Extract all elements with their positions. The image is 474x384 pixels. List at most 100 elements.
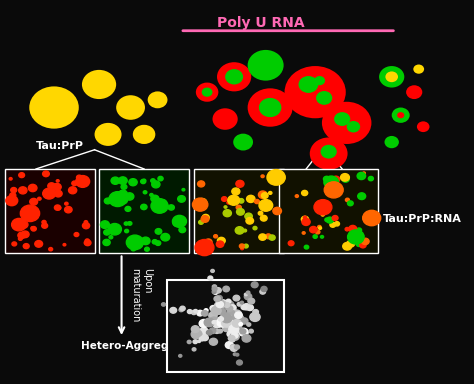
Circle shape <box>316 91 332 105</box>
Circle shape <box>69 187 77 194</box>
Circle shape <box>218 329 222 333</box>
Circle shape <box>125 229 128 233</box>
Circle shape <box>236 353 239 356</box>
Circle shape <box>31 227 34 229</box>
Circle shape <box>109 192 127 207</box>
Circle shape <box>229 325 239 334</box>
Circle shape <box>212 290 216 293</box>
Circle shape <box>141 204 147 210</box>
Circle shape <box>224 301 234 310</box>
Circle shape <box>115 197 122 202</box>
Circle shape <box>207 330 212 335</box>
Circle shape <box>173 219 182 227</box>
Circle shape <box>118 177 127 184</box>
Circle shape <box>53 184 61 190</box>
Circle shape <box>224 303 230 307</box>
Circle shape <box>227 310 235 317</box>
Circle shape <box>235 312 242 318</box>
Circle shape <box>235 227 244 234</box>
Circle shape <box>233 321 241 328</box>
Circle shape <box>233 134 253 151</box>
Circle shape <box>212 287 217 291</box>
Circle shape <box>191 330 202 339</box>
Circle shape <box>152 181 160 188</box>
Circle shape <box>179 354 182 357</box>
Circle shape <box>148 91 167 108</box>
Circle shape <box>326 217 333 223</box>
Circle shape <box>225 342 233 349</box>
Circle shape <box>356 237 360 242</box>
Text: Tau:PrP:RNA: Tau:PrP:RNA <box>383 214 462 224</box>
Circle shape <box>213 290 218 295</box>
Circle shape <box>406 85 422 99</box>
Circle shape <box>199 319 209 328</box>
Circle shape <box>314 200 332 215</box>
Circle shape <box>199 245 202 248</box>
Circle shape <box>384 136 399 148</box>
Circle shape <box>11 187 17 193</box>
Circle shape <box>55 190 62 197</box>
Circle shape <box>260 289 265 294</box>
Circle shape <box>201 311 208 316</box>
Circle shape <box>48 183 55 189</box>
Circle shape <box>255 199 259 204</box>
Circle shape <box>304 245 309 249</box>
Circle shape <box>218 237 225 244</box>
Circle shape <box>43 188 55 199</box>
Circle shape <box>82 223 90 229</box>
FancyBboxPatch shape <box>99 169 189 253</box>
Circle shape <box>127 235 144 250</box>
Circle shape <box>236 205 241 210</box>
Circle shape <box>323 176 330 182</box>
Circle shape <box>195 240 214 256</box>
Circle shape <box>214 235 218 238</box>
Circle shape <box>19 173 25 178</box>
Circle shape <box>284 66 346 118</box>
Circle shape <box>209 312 217 319</box>
Circle shape <box>162 303 165 306</box>
Circle shape <box>222 316 229 323</box>
Circle shape <box>245 293 247 296</box>
Circle shape <box>129 179 137 186</box>
Circle shape <box>211 306 221 315</box>
Circle shape <box>100 221 109 228</box>
Circle shape <box>316 202 324 208</box>
Circle shape <box>187 310 192 314</box>
Circle shape <box>346 198 349 202</box>
Circle shape <box>108 223 121 235</box>
Circle shape <box>232 310 242 318</box>
Circle shape <box>187 340 191 344</box>
Circle shape <box>20 205 40 222</box>
Circle shape <box>111 177 119 184</box>
Circle shape <box>210 317 219 324</box>
Circle shape <box>223 286 229 292</box>
Circle shape <box>269 235 275 240</box>
Circle shape <box>212 285 217 288</box>
Circle shape <box>227 317 231 321</box>
Circle shape <box>214 296 220 301</box>
Circle shape <box>152 240 157 244</box>
Circle shape <box>232 319 241 327</box>
Circle shape <box>363 210 381 226</box>
Circle shape <box>232 333 238 338</box>
Circle shape <box>11 218 26 231</box>
Circle shape <box>343 242 352 250</box>
Circle shape <box>30 199 37 205</box>
Circle shape <box>208 276 213 280</box>
Circle shape <box>237 360 242 365</box>
Circle shape <box>238 199 244 203</box>
Circle shape <box>141 179 146 184</box>
Circle shape <box>109 236 113 239</box>
Circle shape <box>42 220 46 224</box>
Circle shape <box>253 227 257 230</box>
Circle shape <box>94 123 121 146</box>
Circle shape <box>248 298 255 304</box>
Circle shape <box>261 175 264 178</box>
Circle shape <box>29 86 79 129</box>
Circle shape <box>230 333 239 340</box>
Circle shape <box>267 170 285 185</box>
Circle shape <box>221 197 227 201</box>
Circle shape <box>194 310 198 313</box>
Circle shape <box>301 190 308 195</box>
Circle shape <box>320 145 337 159</box>
